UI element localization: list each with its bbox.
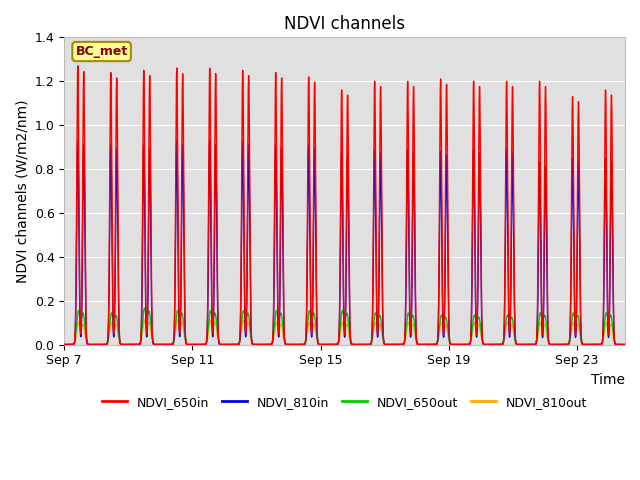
Line: NDVI_810out: NDVI_810out	[64, 320, 625, 345]
Line: NDVI_650out: NDVI_650out	[64, 308, 625, 345]
NDVI_810out	[207, 317, 214, 323]
NDVI_650in	[574, 135, 582, 141]
NDVI_650in	[74, 63, 82, 69]
NDVI_650out	[246, 323, 253, 328]
NDVI_810out	[246, 329, 253, 335]
NDVI_650out	[233, 342, 241, 348]
NDVI_650in	[246, 195, 253, 201]
NDVI_810out	[621, 342, 629, 348]
NDVI_650in	[233, 342, 241, 348]
NDVI_810in	[60, 342, 68, 348]
Legend: NDVI_650in, NDVI_810in, NDVI_650out, NDVI_810out: NDVI_650in, NDVI_810in, NDVI_650out, NDV…	[97, 391, 592, 414]
Y-axis label: NDVI channels (W/m2/nm): NDVI channels (W/m2/nm)	[15, 99, 29, 283]
NDVI_810in	[246, 232, 253, 238]
NDVI_810in	[435, 322, 442, 327]
NDVI_650out	[435, 333, 442, 339]
Title: NDVI channels: NDVI channels	[284, 15, 405, 33]
NDVI_810out	[470, 323, 477, 328]
NDVI_650in	[621, 342, 629, 348]
NDVI_810in	[621, 342, 629, 348]
NDVI_810out	[155, 342, 163, 348]
NDVI_650out	[141, 305, 148, 311]
NDVI_650in	[435, 314, 442, 320]
NDVI_650in	[60, 342, 68, 348]
NDVI_650in	[470, 89, 477, 95]
NDVI_810in	[470, 155, 477, 160]
NDVI_650out	[621, 342, 629, 348]
NDVI_810out	[60, 342, 68, 348]
Line: NDVI_650in: NDVI_650in	[64, 66, 625, 345]
NDVI_650out	[574, 312, 582, 318]
NDVI_810in	[155, 342, 163, 348]
NDVI_650out	[470, 316, 477, 322]
NDVI_650out	[60, 342, 68, 348]
X-axis label: Time: Time	[591, 373, 625, 387]
NDVI_810in	[74, 138, 82, 144]
NDVI_810in	[233, 342, 241, 348]
Line: NDVI_810in: NDVI_810in	[64, 141, 625, 345]
NDVI_650out	[155, 342, 163, 348]
NDVI_810out	[233, 342, 241, 348]
NDVI_810out	[574, 321, 582, 327]
NDVI_650in	[155, 342, 163, 348]
NDVI_810in	[574, 186, 582, 192]
Text: BC_met: BC_met	[76, 45, 128, 58]
NDVI_810out	[435, 337, 442, 343]
